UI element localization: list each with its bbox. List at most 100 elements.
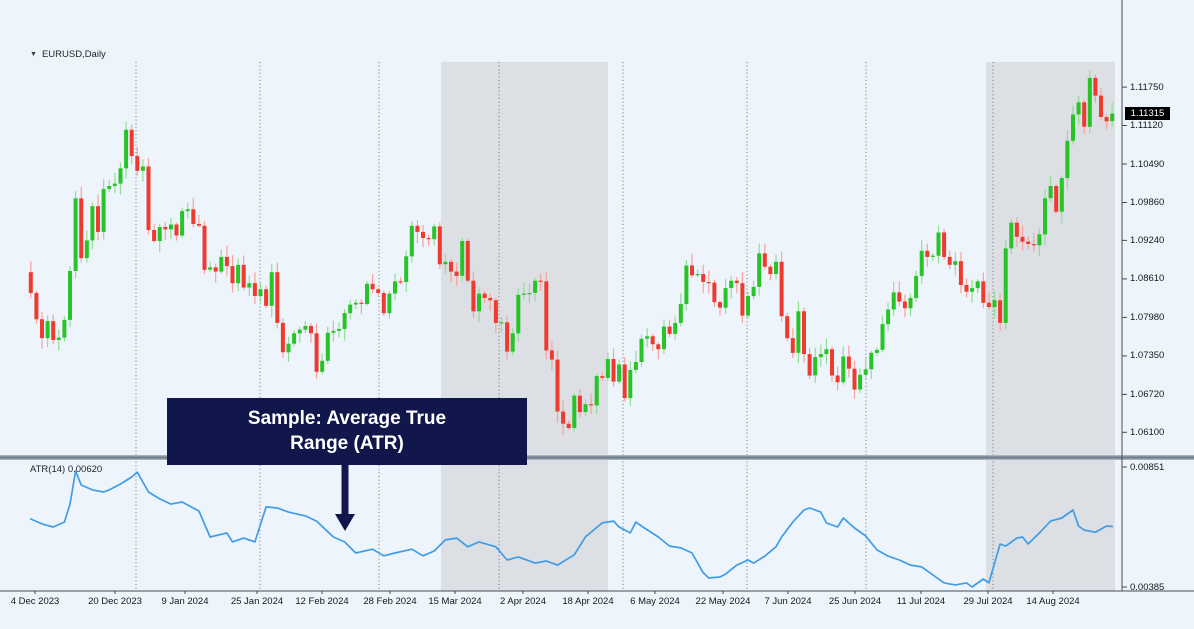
candle (835, 366, 840, 391)
candle (449, 258, 453, 282)
candle-body (45, 321, 50, 339)
candle (998, 293, 1003, 331)
candle-body (958, 261, 963, 285)
candle-body (970, 288, 975, 292)
candle (981, 272, 986, 309)
candle-body (734, 280, 739, 284)
candle (544, 272, 549, 360)
candle (1065, 130, 1070, 190)
candle-body (527, 293, 532, 295)
symbol-dropdown-icon[interactable]: ▼ (30, 51, 37, 58)
candle-body (437, 226, 442, 265)
candle (471, 271, 476, 318)
candle-body (1037, 234, 1042, 246)
candle-body (729, 280, 734, 288)
candle (830, 346, 834, 382)
candle (101, 179, 106, 240)
candle (482, 290, 487, 304)
candle (303, 321, 308, 333)
candle-body (841, 356, 846, 383)
candle (314, 323, 319, 379)
candle-body (488, 297, 493, 301)
candle (387, 291, 392, 319)
candle-body (673, 322, 678, 334)
candle (107, 179, 112, 193)
candle-body (555, 359, 560, 412)
candle (443, 254, 448, 275)
candle (258, 283, 263, 303)
candle (908, 293, 913, 316)
candle (930, 253, 935, 261)
candle-body (549, 350, 554, 360)
candle (208, 261, 213, 272)
candle-body (1082, 102, 1087, 127)
candle-body (774, 261, 778, 274)
symbol-timeframe-label: EURUSD,Daily (41, 49, 106, 60)
candle (824, 338, 829, 364)
candle-body (1071, 114, 1075, 141)
date-axis-tick-label: 7 Jun 2024 (764, 596, 812, 607)
candle (1082, 99, 1087, 135)
candle (230, 255, 235, 293)
candle (852, 361, 857, 399)
candle (180, 207, 185, 239)
candle-body (544, 281, 549, 351)
candle-body (1043, 198, 1047, 235)
candle-body (465, 241, 470, 281)
candle-body (572, 395, 577, 428)
candle-body (118, 168, 123, 184)
candle-body (157, 227, 162, 242)
candle (802, 307, 806, 363)
date-axis-tick-label: 25 Jun 2024 (828, 596, 882, 607)
candle-body (499, 322, 504, 324)
candle (566, 420, 571, 431)
candle (533, 277, 538, 302)
date-axis-tick-label: 29 Jul 2024 (963, 596, 1013, 607)
candle (869, 350, 874, 380)
date-axis-tick-label: 12 Feb 2024 (295, 596, 349, 607)
candle-body (611, 359, 616, 382)
candle-body (101, 189, 106, 232)
candle (841, 346, 846, 385)
candle-body (1099, 95, 1103, 117)
candle (740, 272, 745, 324)
candle-body (835, 375, 840, 383)
candle (1104, 114, 1109, 130)
candle (594, 373, 599, 414)
candle (1020, 225, 1025, 251)
candle-body (874, 349, 879, 353)
price-axis-tick-label: 1.11120 (1130, 120, 1163, 131)
candle-body (247, 283, 252, 288)
candle-body (633, 362, 638, 370)
candle (163, 221, 168, 240)
candle-body (891, 292, 896, 310)
candle-body (1026, 241, 1031, 244)
candle-body (1076, 102, 1081, 115)
candle-body (561, 411, 566, 424)
candle (538, 273, 543, 291)
candle (241, 255, 246, 291)
candle (1043, 189, 1047, 246)
symbol-selector[interactable]: ▼ EURUSD,Daily (30, 49, 106, 60)
candle-body (751, 286, 756, 297)
price-axis-tick-label: 1.11750 (1130, 82, 1164, 93)
candle-body (975, 281, 980, 289)
candle (353, 299, 358, 310)
candle-body (902, 301, 907, 309)
candle (790, 328, 795, 359)
price-axis-tick-label: 1.07980 (1130, 312, 1165, 323)
candle (662, 319, 666, 354)
candle-body (325, 332, 330, 361)
candle-body (1054, 186, 1059, 212)
candle (488, 293, 493, 311)
candle (796, 301, 801, 364)
candle (421, 225, 425, 248)
candle (762, 243, 767, 270)
candle (370, 274, 375, 294)
candle (247, 275, 252, 296)
candle-body (1093, 77, 1098, 96)
candle-body (180, 211, 185, 236)
candle (785, 312, 790, 342)
candle (633, 350, 638, 374)
